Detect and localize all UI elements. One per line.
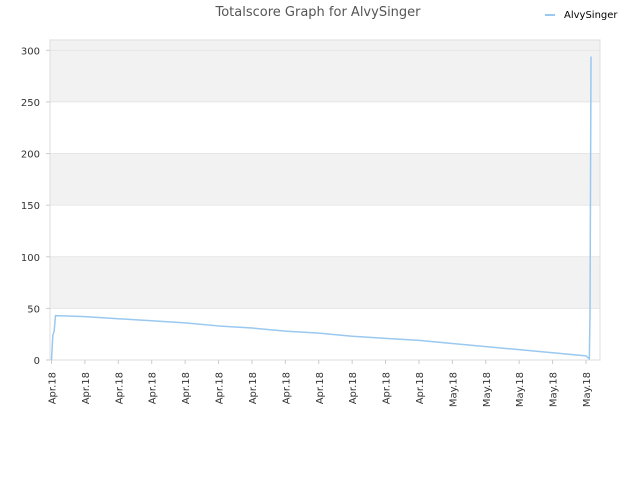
y-tick-label: 150	[21, 201, 40, 212]
x-tick-label: Apr.18	[148, 372, 159, 404]
x-tick-label: May.18	[482, 372, 493, 407]
grid-band	[50, 153, 600, 206]
x-tick-label: Apr.18	[81, 372, 92, 404]
y-tick-label: 0	[34, 356, 40, 367]
legend-label-alvysinger: AlvySinger	[564, 10, 618, 21]
grid-lines	[50, 49, 600, 361]
x-tick-label: Apr.18	[248, 372, 259, 404]
y-tick-label: 200	[21, 150, 40, 161]
x-tick-label: Apr.18	[215, 372, 226, 404]
chart-title: Totalscore Graph for AlvySinger	[214, 5, 421, 20]
x-axis-ticks: Apr.18 Apr.18 Apr.18 Apr.18 Apr.18 Apr.18 Apr.…	[48, 360, 593, 407]
x-tick-label: Apr.18	[382, 372, 393, 404]
x-tick-label: May.18	[448, 372, 459, 407]
x-tick-label: Apr.18	[181, 372, 192, 404]
grid-band	[50, 40, 600, 51]
x-tick-label: Apr.18	[348, 372, 359, 404]
legend: AlvySinger	[545, 10, 618, 21]
x-tick-label: May.18	[549, 372, 560, 407]
y-tick-label: 100	[21, 253, 40, 264]
y-tick-label: 250	[21, 98, 40, 109]
plot-border	[49, 39, 601, 361]
y-tick-label: 300	[21, 46, 40, 57]
y-tick-label: 50	[27, 304, 40, 315]
y-axis-ticks: 0 50 100 150 200 250 300	[21, 46, 50, 367]
grid-band	[50, 256, 600, 309]
x-tick-label: Apr.18	[415, 372, 426, 404]
grid-band	[50, 50, 600, 102]
x-tick-label: May.18	[515, 372, 526, 407]
x-tick-label: May.18	[582, 372, 593, 407]
grid-bands	[50, 40, 600, 309]
x-tick-label: Apr.18	[281, 372, 292, 404]
series-layer	[50, 56, 592, 361]
x-tick-label: Apr.18	[48, 372, 59, 404]
x-tick-label: Apr.18	[114, 372, 125, 404]
x-tick-label: Apr.18	[315, 372, 326, 404]
series-line-alvysinger	[50, 56, 592, 361]
